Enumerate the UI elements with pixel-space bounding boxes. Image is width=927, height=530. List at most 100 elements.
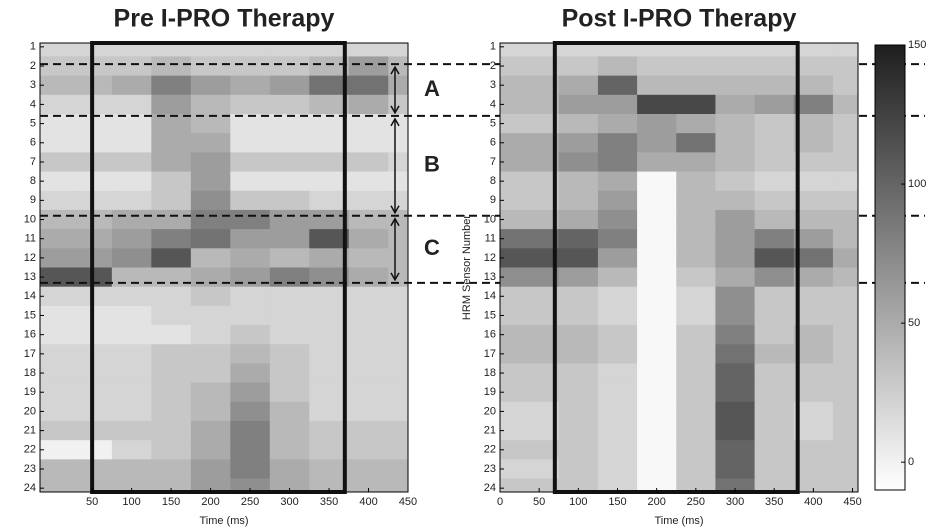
x-axis-label: Time (ms) — [654, 515, 703, 527]
heat-cell — [519, 382, 560, 403]
heat-cell — [151, 75, 192, 96]
heat-cell — [637, 344, 677, 364]
heat-cell — [832, 56, 858, 77]
y-tick-label: 3 — [490, 79, 496, 91]
heat-cell — [832, 305, 858, 326]
heat-cell — [40, 75, 73, 96]
heat-cell — [348, 421, 389, 441]
heat-cell — [269, 440, 310, 460]
heat-cell — [500, 152, 521, 173]
heat-cell — [637, 305, 677, 326]
heat-cell — [309, 325, 350, 345]
heat-cell — [519, 478, 560, 492]
heat-cell — [597, 43, 638, 57]
heat-cell — [348, 190, 389, 211]
heat-cell — [715, 286, 756, 307]
heat-cell — [793, 56, 834, 77]
heat-cell — [832, 401, 858, 422]
heat-cell — [348, 478, 389, 492]
heat-cell — [269, 421, 310, 441]
heat-cell — [348, 248, 389, 268]
heat-cell — [597, 421, 638, 441]
y-tick-label: 8 — [30, 175, 36, 187]
heat-cell — [40, 171, 73, 192]
heat-cell — [558, 459, 599, 480]
heat-cell — [269, 286, 310, 307]
heat-cell — [558, 305, 599, 326]
heat-cell — [558, 113, 599, 134]
colorbar-tick-label: 150 — [908, 39, 926, 51]
colorbar-tick-label: 100 — [908, 178, 926, 190]
heat-cell — [793, 478, 834, 492]
heat-cell — [309, 56, 350, 77]
heat-cell — [388, 43, 408, 57]
heat-cell — [832, 113, 858, 134]
heat-cell — [637, 286, 677, 307]
heat-cell — [151, 401, 192, 422]
heat-cell — [754, 209, 795, 230]
heat-cell — [500, 94, 521, 115]
heat-cell — [190, 459, 231, 480]
heat-cell — [597, 56, 638, 77]
heat-cell — [40, 133, 73, 153]
heat-cell — [754, 421, 795, 441]
heat-cell — [500, 133, 521, 153]
heat-cell — [269, 459, 310, 480]
heat-cell — [348, 229, 389, 249]
heat-cell — [558, 248, 599, 268]
heat-cell — [597, 152, 638, 173]
heat-cell — [676, 43, 716, 57]
heat-cell — [348, 43, 389, 57]
heat-cell — [558, 363, 599, 384]
heat-cell — [111, 94, 152, 115]
heat-cell — [151, 440, 192, 460]
heat-cell — [754, 401, 795, 422]
heat-cell — [40, 382, 73, 403]
heat-cell — [40, 440, 73, 460]
heat-cell — [715, 229, 756, 249]
heat-cell — [793, 248, 834, 268]
x-tick-label: 300 — [280, 496, 298, 508]
heat-cell — [190, 286, 231, 307]
heat-cell — [40, 363, 73, 384]
heat-cell — [715, 94, 756, 115]
heat-cell — [230, 401, 271, 422]
heat-cell — [597, 401, 638, 422]
heat-cell — [111, 440, 152, 460]
heat-cell — [348, 459, 389, 480]
heat-cell — [715, 363, 756, 384]
heat-cell — [715, 113, 756, 134]
heat-cell — [754, 190, 795, 211]
heat-cell — [832, 171, 858, 192]
heat-cell — [40, 401, 73, 422]
heat-cell — [309, 43, 350, 57]
heat-cell — [832, 133, 858, 153]
heat-cell — [793, 43, 834, 57]
x-tick-label: 400 — [359, 496, 377, 508]
heat-cell — [597, 133, 638, 153]
heat-cell — [151, 190, 192, 211]
heat-cell — [558, 190, 599, 211]
heat-cell — [558, 440, 599, 460]
heat-cell — [269, 209, 310, 230]
heat-cell — [151, 56, 192, 77]
heat-cell — [676, 209, 716, 230]
heat-cell — [597, 344, 638, 364]
heat-cell — [388, 401, 408, 422]
heat-cell — [40, 113, 73, 134]
heat-cell — [597, 286, 638, 307]
heat-cell — [793, 382, 834, 403]
heat-cell — [151, 363, 192, 384]
heat-cell — [111, 229, 152, 249]
y-tick-label: 19 — [484, 386, 496, 398]
heat-cell — [558, 152, 599, 173]
heat-cell — [715, 478, 756, 492]
heat-cell — [190, 229, 231, 249]
heat-cell — [40, 229, 73, 249]
heat-cell — [597, 267, 638, 288]
y-tick-label: 5 — [490, 117, 496, 129]
heat-cell — [388, 459, 408, 480]
heat-cell — [637, 363, 677, 384]
y-tick-label: 8 — [490, 175, 496, 187]
